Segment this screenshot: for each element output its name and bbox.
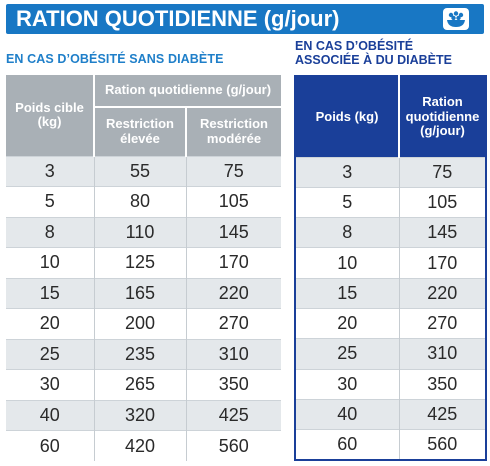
cell-ration: 105: [398, 186, 486, 218]
cell-poids: 20: [6, 308, 94, 339]
table-row: 20 200 270: [6, 308, 281, 339]
cell-elevee: 420: [93, 430, 186, 461]
table-row: 15 165 220: [6, 277, 281, 309]
table-row: 40 425: [295, 398, 486, 430]
banner: RATION QUOTIDIENNE (g/jour): [6, 4, 484, 34]
right-header-ration: Ration quotidienne (g/jour): [398, 76, 486, 157]
cell-ration: 350: [398, 368, 486, 400]
table-row: 5 80 105: [6, 186, 281, 217]
food-bowl-icon: [443, 8, 469, 30]
table-row: 30 350: [295, 368, 486, 400]
table-row: 3 75: [295, 156, 486, 188]
cell-moderee: 350: [185, 369, 281, 400]
cell-poids: 25: [295, 338, 399, 370]
table-row: 8 110 145: [6, 216, 281, 248]
table-row: 25 310: [295, 338, 486, 370]
cell-elevee: 235: [93, 338, 186, 370]
right-header-poids-label: Poids (kg): [315, 108, 379, 124]
table-row: 8 145: [295, 217, 486, 248]
cell-poids: 60: [6, 430, 94, 461]
cell-ration: 170: [398, 247, 486, 279]
table-row: 30 265 350: [6, 369, 281, 400]
cell-elevee: 55: [93, 155, 186, 187]
left-header-ration: Ration quotidienne (g/jour): [94, 75, 281, 108]
right-subtitle-line2: ASSOCIÉE À DU DIABÈTE: [295, 53, 452, 67]
cell-moderee: 270: [185, 308, 281, 339]
cell-moderee: 105: [185, 186, 281, 217]
table-row: 10 125 170: [6, 247, 281, 278]
right-subtitle-line1: EN CAS D’OBÉSITÉ: [295, 39, 414, 53]
table-row: 60 420 560: [6, 430, 281, 461]
cell-moderee: 425: [185, 399, 281, 431]
right-header-poids: Poids (kg): [295, 76, 399, 157]
cell-moderee: 220: [185, 277, 281, 309]
cell-poids: 60: [295, 429, 399, 460]
right-header-ration-label: Ration quotidienne (g/jour): [405, 94, 480, 138]
cell-ration: 560: [398, 429, 486, 460]
cell-poids: 40: [6, 399, 94, 431]
cell-poids: 10: [6, 247, 94, 278]
cell-ration: 310: [398, 338, 486, 370]
cell-elevee: 265: [93, 369, 186, 400]
cell-poids: 15: [295, 277, 399, 309]
cell-poids: 20: [295, 307, 399, 339]
banner-title: RATION QUOTIDIENNE (g/jour): [16, 6, 340, 31]
left-header-poids-label: Poids cible (kg): [15, 99, 84, 130]
cell-elevee: 125: [93, 247, 186, 278]
cell-ration: 270: [398, 307, 486, 339]
cell-elevee: 110: [93, 216, 186, 248]
cell-poids: 30: [6, 369, 94, 400]
cell-poids: 25: [6, 338, 94, 370]
cell-ration: 425: [398, 398, 486, 430]
cell-ration: 145: [398, 217, 486, 248]
cell-poids: 30: [295, 368, 399, 400]
cell-poids: 10: [295, 247, 399, 279]
cell-elevee: 320: [93, 399, 186, 431]
cell-poids: 8: [6, 216, 94, 248]
left-header-elevee-label: Restriction élevée: [106, 116, 174, 146]
cell-elevee: 200: [93, 308, 186, 339]
cell-poids: 5: [295, 186, 399, 218]
left-header-moderee-label: Restriction modérée: [200, 116, 268, 146]
table-row: 5 105: [295, 186, 486, 218]
cell-elevee: 165: [93, 277, 186, 309]
cell-moderee: 145: [185, 216, 281, 248]
table-row: 40 320 425: [6, 399, 281, 431]
cell-ration: 75: [398, 156, 486, 188]
left-header-restriction-moderee: Restriction modérée: [185, 107, 281, 156]
table-row: 60 560: [295, 429, 486, 460]
cell-ration: 220: [398, 277, 486, 309]
right-subtitle: EN CAS D’OBÉSITÉ ASSOCIÉE À DU DIABÈTE: [295, 39, 485, 67]
cell-poids: 5: [6, 186, 94, 217]
table-row: 20 270: [295, 307, 486, 339]
cell-elevee: 80: [93, 186, 186, 217]
right-table: Poids (kg) Ration quotidienne (g/jour) 3…: [294, 75, 487, 461]
left-table: Poids cible (kg) Ration quotidienne (g/j…: [6, 75, 281, 461]
left-subtitle: EN CAS D’OBÉSITÉ SANS DIABÈTE: [6, 52, 224, 66]
cell-poids: 8: [295, 217, 399, 248]
cell-poids: 15: [6, 277, 94, 309]
cell-moderee: 560: [185, 430, 281, 461]
cell-poids: 3: [295, 156, 399, 188]
cell-moderee: 75: [185, 155, 281, 187]
cell-poids: 40: [295, 398, 399, 430]
table-row: 10 170: [295, 247, 486, 279]
cell-moderee: 310: [185, 338, 281, 370]
cell-poids: 3: [6, 155, 94, 187]
left-header-restriction-elevee: Restriction élevée: [94, 107, 186, 156]
table-row: 25 235 310: [6, 338, 281, 370]
table-row: 15 220: [295, 277, 486, 309]
table-row: 3 55 75: [6, 155, 281, 187]
left-header-poids: Poids cible (kg): [6, 75, 95, 156]
cell-moderee: 170: [185, 247, 281, 278]
